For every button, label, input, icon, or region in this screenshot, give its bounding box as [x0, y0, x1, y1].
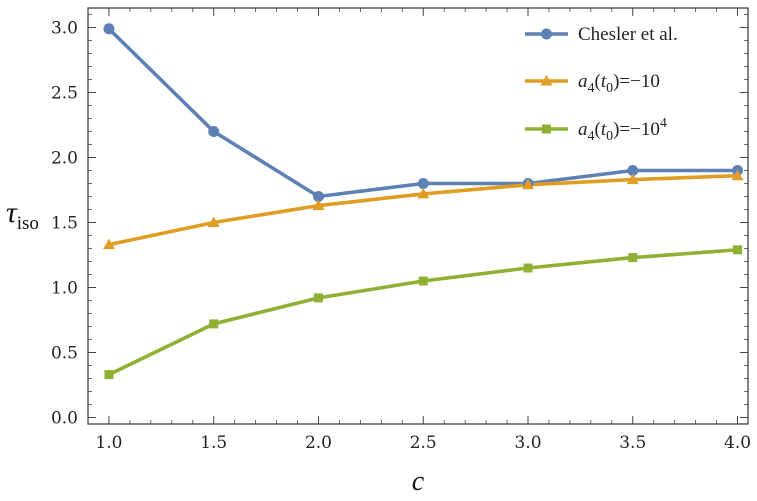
- series-2-point-3: [418, 276, 428, 286]
- y-axis-label-main: τ: [6, 196, 18, 229]
- series-2-point-0: [104, 370, 114, 380]
- y-tick-label-6: 3.0: [51, 19, 78, 39]
- y-tick-label-1: 0.5: [51, 344, 78, 364]
- x-tick-label-4: 3.0: [514, 433, 541, 453]
- legend-item-2: a4(t0)=−104: [525, 116, 667, 144]
- y-axis-label-sub: iso: [17, 213, 39, 234]
- series-1-point-2: [312, 199, 325, 211]
- x-axis-label: c: [412, 466, 425, 497]
- y-tick-label-0: 0.0: [51, 409, 78, 429]
- series-2-point-2: [313, 293, 323, 303]
- y-axis-label: τiso: [6, 196, 39, 234]
- legend-swatch-marker-1: [540, 75, 553, 86]
- series-2-point-5: [628, 253, 638, 263]
- series-2-point-1: [209, 319, 219, 329]
- series-line-0: [107, 27, 738, 199]
- series-0-point-3: [417, 178, 429, 189]
- series-markers: [102, 23, 744, 380]
- legend-label-1: a4(t0)=−10: [578, 71, 660, 96]
- series-0-point-0: [103, 23, 115, 35]
- legend-label-0: Chesler et al.: [578, 24, 678, 45]
- series-line-2: [108, 248, 738, 377]
- y-tick-label-2: 1.0: [51, 279, 78, 299]
- series-1-point-5: [626, 173, 639, 185]
- series-1-point-6: [731, 169, 744, 181]
- legend-swatch-marker-2: [542, 124, 551, 134]
- legend-item-0: Chesler et al.: [525, 24, 678, 45]
- series-1-point-4: [522, 178, 534, 190]
- x-tick-label-3: 2.5: [410, 433, 437, 453]
- axis-tick-labels: 1.0 1.5 2.0 2.5 3.0 3.5 4.0 0.0 0.5 1.0 1.5 2.0 2.5 3…: [51, 19, 751, 454]
- y-tick-label-5: 2.5: [51, 84, 78, 104]
- x-tick-label-5: 3.5: [619, 433, 646, 453]
- legend-item-1: a4(t0)=−10: [525, 71, 660, 96]
- legend-swatch-marker-0: [541, 28, 552, 40]
- plot-frame: [87, 7, 749, 425]
- axis-ticks: [87, 8, 748, 424]
- series-2-point-6: [733, 245, 743, 255]
- series-1-point-0: [102, 238, 115, 250]
- x-tick-label-2: 2.0: [305, 433, 332, 453]
- y-tick-label-4: 2.0: [51, 149, 78, 169]
- legend: Chesler et al. a4(t0)=−10 a4(t0)=−104: [525, 24, 678, 144]
- series-0-point-2: [312, 191, 324, 202]
- series-0-point-5: [627, 165, 639, 176]
- series-1-point-1: [207, 216, 220, 227]
- y-tick-label-3: 1.5: [51, 214, 78, 234]
- x-tick-label-1: 1.5: [200, 433, 227, 453]
- x-tick-label-6: 4.0: [724, 433, 751, 453]
- legend-label-2: a4(t0)=−104: [578, 116, 667, 144]
- series-2-point-4: [523, 263, 533, 273]
- series-1-point-3: [417, 187, 430, 199]
- x-tick-label-0: 1.0: [95, 433, 122, 453]
- series-0-point-1: [208, 126, 220, 137]
